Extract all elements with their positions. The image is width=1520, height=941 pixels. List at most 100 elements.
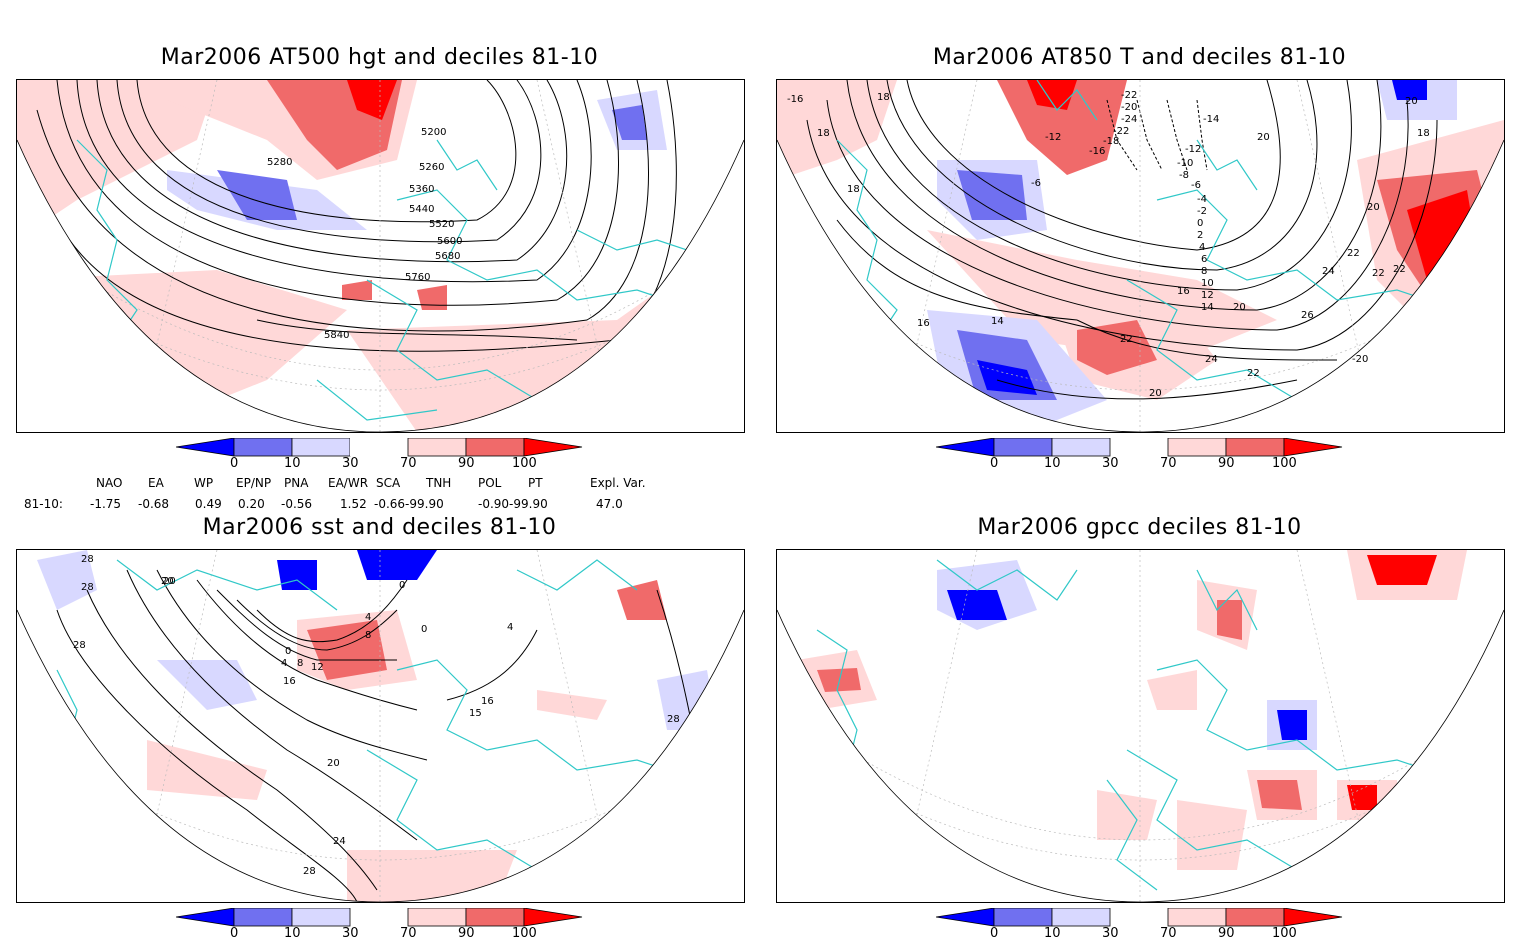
contour-label: 5260 [419,162,444,173]
contour-label: 14 [991,316,1004,327]
contour-label: -18 [1103,136,1119,147]
contour-label: -8 [1179,170,1189,181]
contour-label: 28 [81,554,94,565]
colorbar-tick: 70 [400,456,417,471]
anomaly-region [1147,670,1197,710]
index-value: 47.0 [596,497,623,511]
contour-label: 15 [469,708,482,719]
anomaly-region [617,580,667,620]
contour-label: -20 [1121,102,1137,113]
contour-label: -14 [1203,114,1219,125]
temperature-contours [806,80,1438,400]
contour-label: 24 [333,836,346,847]
contour-label: -22 [1113,126,1129,137]
index-value: -0.56 [281,497,313,511]
coastlines [816,559,1458,891]
colorbar-tick: 70 [400,926,417,941]
anomaly-region [347,80,397,120]
contour-label: 8 [297,658,303,669]
colorbar-tick: 70 [1160,926,1177,941]
colorbar-tick: 100 [1272,456,1297,471]
contour-label: 16 [917,318,930,329]
colorbar-tick: 0 [990,456,999,471]
anomaly-region [157,660,257,710]
index-header: EP/NP [236,476,272,490]
contour-label-group: 5200 5280 5260 5360 5440 5520 5600 5680 … [267,127,462,341]
panel-title-sst: Mar2006 sst and deciles 81-10 [202,515,557,540]
index-header: NAO [96,476,123,490]
colorbar-tick: 10 [1044,926,1061,941]
hgt500-map: 5200 5280 5260 5360 5440 5520 5600 5680 … [17,80,744,432]
map-panel-sst: 28 28 20 28 0 4 8 12 16 0 4 8 0 4 15 16 … [16,549,745,903]
colorbar-tick: 0 [990,926,999,941]
contour-label: 22 [1372,268,1385,279]
lat-lon-grid [777,550,1504,902]
index-row-label: 81-10: [24,497,63,511]
colorbar-tick: 90 [1218,456,1235,471]
contour-label: 22 [1393,264,1406,275]
colorbar [176,438,583,457]
contour-label: 4 [507,622,513,633]
index-header: WP [194,476,214,490]
colorbar-tick: 100 [512,456,537,471]
anomaly-region [347,850,517,902]
colorbar-tick: 0 [230,456,239,471]
colorbar-tick: 10 [284,456,301,471]
contour-label: 0 [285,646,291,657]
contour-label: 5600 [437,236,462,247]
index-header: EA/WR [328,476,369,490]
index-header: Expl. Var. [590,476,646,490]
anomaly-region [1367,555,1437,585]
contour-label: -22 [1121,90,1137,101]
anomaly-region [417,285,447,310]
colorbar-tick: 30 [1102,926,1119,941]
contour-label: 28 [81,582,94,593]
map-panel-gpcc [776,549,1505,903]
map-outline [17,139,744,432]
index-header: POL [478,476,502,490]
anomaly-region [1177,800,1247,870]
colorbar-tick: 100 [512,926,537,941]
contour-label: 16 [481,696,494,707]
colorbar-tick: 10 [1044,456,1061,471]
contour-label: 20 [1257,132,1270,143]
contour-label: 20 [327,758,340,769]
contour-label: 20 [1149,388,1162,399]
contour-label: 10 [1201,278,1214,289]
contour-label: 20 [1233,302,1246,313]
contour-label: 28 [667,714,680,725]
contour-label: 24 [1205,354,1218,365]
contour-label: 24 [1322,266,1335,277]
index-header: SCA [376,476,401,490]
contour-label: 8 [1201,266,1207,277]
index-value: -1.75 [90,497,122,511]
panel-title-hgt500: Mar2006 AT500 hgt and deciles 81-10 [160,45,599,70]
anomaly-region [947,590,1007,620]
contour-label: 5760 [405,272,430,283]
contour-label: 5680 [435,251,460,262]
contour-label: 4 [281,658,287,669]
contour-label: 16 [1177,286,1190,297]
gpcc-map [777,550,1504,902]
contour-label: -4 [1197,194,1207,205]
anomaly-region [957,170,1027,220]
index-value: 0.20 [238,497,265,511]
map-outline [777,139,1504,432]
contour-label: 18 [847,184,860,195]
contour-label: 5840 [324,330,349,341]
anomaly-region [147,740,267,800]
contour-label: 5520 [429,219,454,230]
anomaly-region [612,105,647,140]
colorbar-tick: 100 [1272,926,1297,941]
index-value: -0.68 [138,497,170,511]
panel-title-t850: Mar2006 AT850 T and deciles 81-10 [932,45,1347,70]
contour-label: 0 [1197,218,1203,229]
contour-label: -10 [1177,158,1193,169]
colorbar-tick: 90 [1218,926,1235,941]
contour-label: 20 [1405,96,1418,107]
sst-map: 28 28 20 28 0 4 8 12 16 0 4 8 0 4 15 16 … [17,550,744,902]
index-value: 0.49 [195,497,222,511]
colorbar [936,908,1343,927]
contour-label: 14 [1201,302,1214,313]
index-header: PNA [284,476,309,490]
